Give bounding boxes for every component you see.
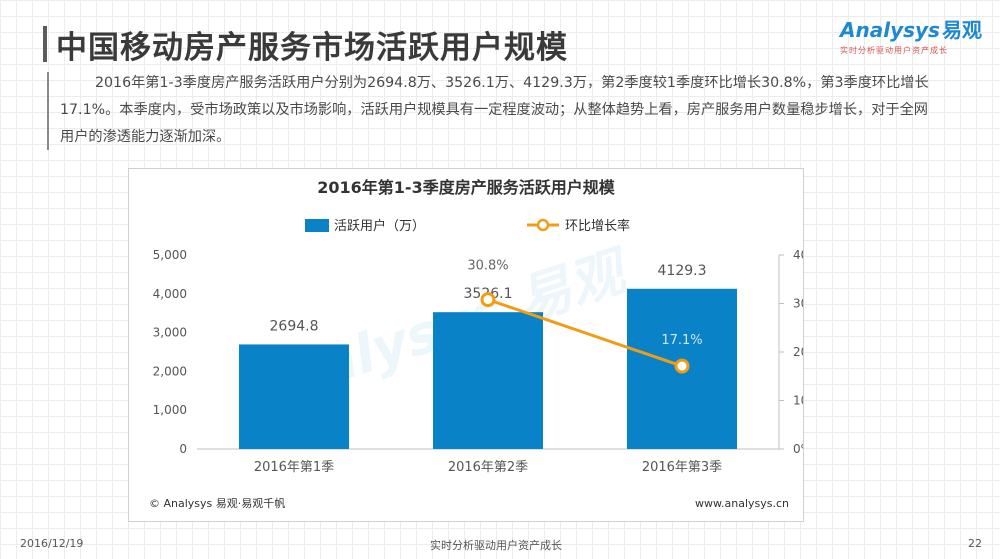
growth-rate-point (674, 358, 690, 374)
bar-value-label: 2694.8 (270, 318, 319, 334)
legend-marker-line (536, 218, 550, 232)
x-tick-label: 2016年第3季 (642, 460, 722, 475)
y-left-tick-label: 4,000 (153, 287, 187, 301)
bar (239, 344, 349, 449)
y-right-tick-label: 30% (793, 297, 803, 311)
y-right-tick-label: 0% (793, 442, 803, 456)
logo-name-cn: 易观 (941, 18, 982, 42)
y-left-tick-label: 5,000 (153, 248, 187, 262)
x-tick-label: 2016年第2季 (448, 460, 528, 475)
x-tick-label: 2016年第1季 (254, 460, 334, 475)
chart-title: 2016年第1-3季度房产服务活跃用户规模 (317, 178, 615, 197)
logo-name: Analysys (840, 18, 940, 42)
title-accent-bar (43, 26, 47, 62)
legend-swatch-bar (305, 219, 329, 232)
y-left-tick-label: 2,000 (153, 364, 187, 378)
chart-source: © Analysys 易观·易观千帆 (149, 496, 285, 510)
footer-date: 2016/12/19 (20, 537, 84, 550)
y-left-tick-label: 0 (179, 442, 187, 456)
y-right-tick-label: 40% (793, 248, 803, 262)
chart-panel: Analysys 易观 2016年第1-3季度房产服务活跃用户规模 活跃用户（万）环… (128, 168, 804, 522)
y-right-tick-label: 20% (793, 345, 803, 359)
brand-logo: Analysys 易观 实时分析驱动用户资产成长 (840, 14, 985, 55)
growth-rate-line (487, 298, 683, 368)
legend-label-bar: 活跃用户（万） (334, 218, 425, 234)
page-title: 中国移动房产服务市场活跃用户规模 (56, 30, 568, 66)
growth-rate-label: 17.1% (661, 333, 702, 348)
growth-rate-point (480, 292, 496, 308)
y-right-tick-label: 10% (793, 394, 803, 408)
logo-wordmark: Analysys 易观 (840, 14, 985, 43)
logo-tagline: 实时分析驱动用户资产成长 (840, 46, 948, 55)
footer-tagline: 实时分析驱动用户资产成长 (430, 539, 562, 552)
description-accent-bar (47, 72, 49, 150)
bar-value-label: 4129.3 (658, 263, 707, 279)
y-left-tick-label: 3,000 (153, 326, 187, 340)
page-number: 22 (968, 537, 982, 550)
growth-rate-label: 30.8% (467, 259, 508, 274)
combo-chart: Analysys 易观2016年第1-3季度房产服务活跃用户规模活跃用户（万）环… (149, 178, 803, 510)
description-text: 2016年第1-3季度房产服务活跃用户分别为2694.8万、3526.1万、41… (60, 75, 929, 145)
legend-label-line: 环比增长率 (565, 218, 630, 234)
bar (433, 312, 543, 449)
y-left-tick-label: 1,000 (153, 403, 187, 417)
chart-url: www.analysys.cn (695, 497, 789, 510)
